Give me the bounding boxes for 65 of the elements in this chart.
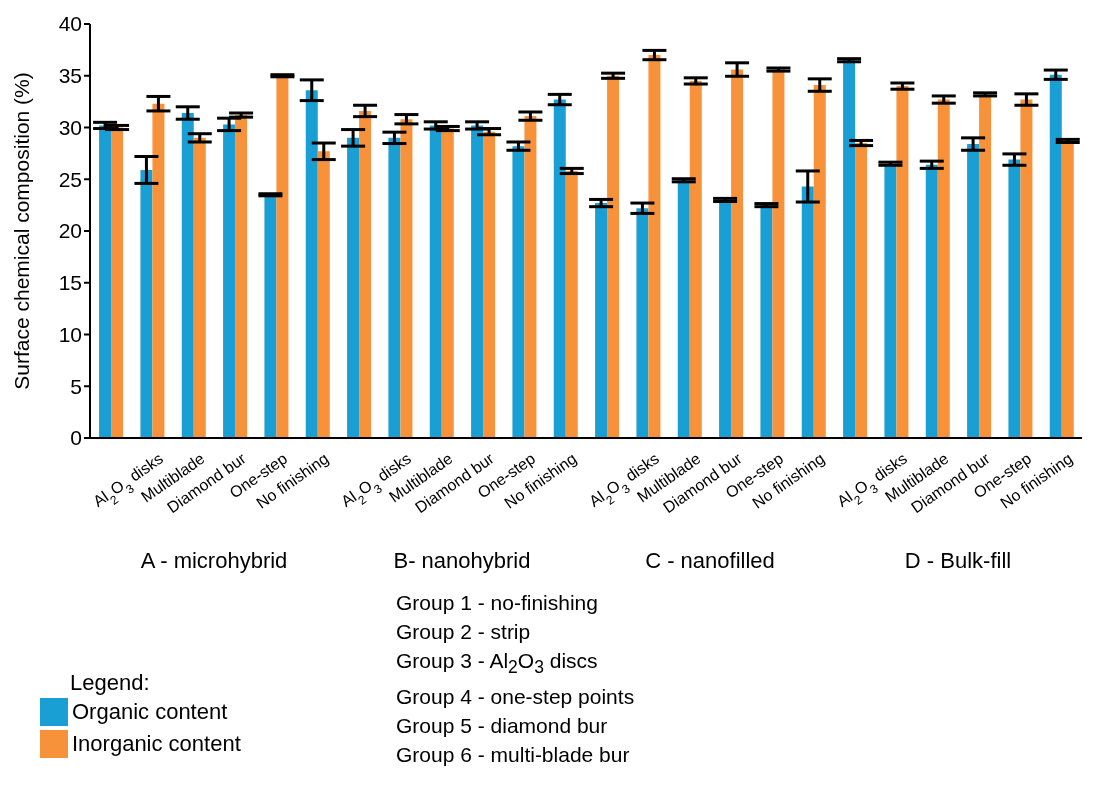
y-tick-label: 15 (58, 271, 82, 295)
bar (937, 99, 950, 438)
text: A - microhybrid (139, 548, 289, 574)
bar (731, 69, 744, 438)
bar (388, 137, 401, 438)
bar (636, 208, 649, 438)
y-tick-label: 20 (58, 219, 82, 243)
text: Group 6 - multi-blade bur (396, 742, 631, 769)
bar (689, 80, 702, 438)
bar (305, 90, 318, 438)
text: Group 4 - one-step points (396, 684, 635, 711)
bar (140, 169, 153, 438)
bar (181, 113, 194, 438)
legend-label: Organic content (72, 699, 228, 725)
bar (855, 143, 868, 438)
bar (925, 164, 938, 438)
bar (648, 55, 661, 438)
bar (235, 115, 248, 438)
text: C - nanofilled (644, 548, 776, 574)
y-tick-label: 35 (58, 64, 82, 88)
bar (483, 131, 496, 438)
bar (223, 124, 236, 438)
text: D - Bulk-fill (903, 548, 1013, 574)
bar (471, 125, 484, 438)
bar (317, 151, 330, 438)
bar (677, 180, 690, 438)
bar (967, 144, 980, 438)
bar (264, 194, 277, 438)
y-tick-label: 40 (58, 12, 82, 36)
y-tick-label: 25 (58, 167, 82, 191)
bar (801, 186, 814, 438)
bar (429, 125, 442, 438)
bar (512, 146, 525, 438)
text: Group 5 - diamond bur (396, 713, 609, 740)
text: Group 3 - Al$_{2}$O$_{3}$ discs (396, 648, 599, 680)
bar (843, 60, 856, 438)
bar (896, 86, 909, 438)
bar (1008, 159, 1021, 438)
bar (1049, 74, 1062, 438)
bar (99, 125, 112, 438)
y-axis-title: Surface chemical composition (%) (10, 72, 34, 390)
text: B- nanohybrid (392, 548, 532, 574)
y-tick-label: 5 (70, 374, 82, 398)
bar (1020, 99, 1033, 438)
bar (595, 203, 608, 438)
bar (565, 170, 578, 438)
y-tick-label: 10 (58, 322, 82, 346)
text: Group 1 - no-finishing (396, 590, 599, 616)
bar (347, 137, 360, 438)
bar (276, 75, 289, 438)
bar (400, 119, 413, 438)
bar (607, 75, 620, 438)
bar (193, 137, 206, 438)
bar (152, 103, 165, 438)
bar (760, 205, 773, 438)
legend-label: Inorganic content (72, 731, 241, 757)
y-tick-label: 0 (70, 426, 82, 450)
legend-title: Legend: (70, 670, 151, 696)
y-tick-label: 30 (58, 115, 82, 139)
bar (524, 116, 537, 438)
bar (553, 99, 566, 438)
bar (813, 85, 826, 438)
text: Group 2 - strip (396, 619, 532, 645)
bar (359, 110, 372, 438)
bar (979, 94, 992, 438)
